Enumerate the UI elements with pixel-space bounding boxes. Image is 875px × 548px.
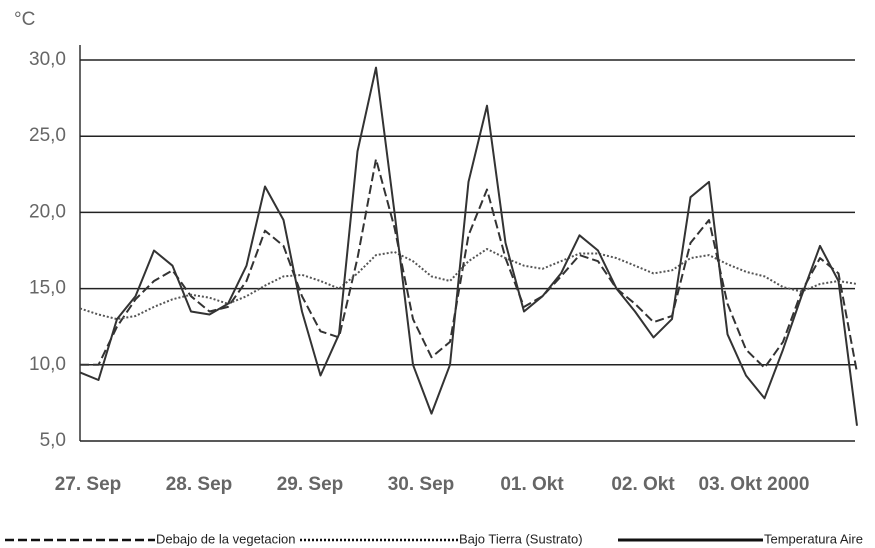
legend-label: Debajo de la vegetacion (156, 531, 296, 546)
legend-label: Temperatura Aire (764, 531, 863, 546)
y-tick-label: 15,0 (29, 278, 66, 299)
series-line (80, 158, 858, 373)
legend-label: Bajo Tierra (Sustrato) (459, 531, 583, 546)
x-tick-label: 02. Okt (611, 474, 675, 495)
y-unit: °C (14, 9, 35, 30)
x-tick-label: 30. Sep (388, 474, 455, 495)
series-line (79, 66, 858, 426)
x-tick-label: 29. Sep (277, 474, 344, 495)
y-tick-label: 5,0 (40, 430, 66, 451)
x-tick-label: 03. Okt 2000 (699, 474, 810, 495)
x-tick-label: 01. Okt (500, 474, 564, 495)
x-tick-label: 28. Sep (166, 474, 233, 495)
y-tick-label: 25,0 (29, 125, 66, 146)
x-tick-label: 27. Sep (55, 474, 122, 495)
y-tick-label: 20,0 (29, 201, 66, 222)
y-tick-label: 30,0 (29, 49, 66, 70)
series-line (79, 248, 858, 321)
y-tick-label: 10,0 (29, 354, 66, 375)
